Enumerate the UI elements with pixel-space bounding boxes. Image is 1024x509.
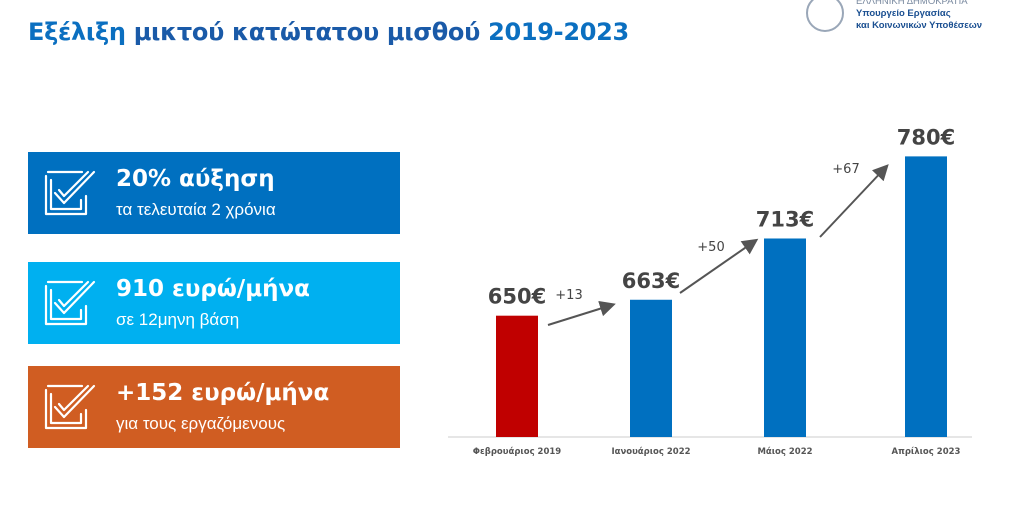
stat-subtext: για τους εργαζόμενους	[116, 414, 286, 433]
stat-card: 910 ευρώ/μήνα σε 12μηνη βάση	[28, 262, 400, 344]
increment-label: +67	[832, 162, 859, 177]
bar	[496, 315, 538, 437]
logo-line1: ΕΛΛΗΝΙΚΗ ΔΗΜΟΚΡΑΤΙΑ	[856, 0, 968, 7]
increment-label: +13	[555, 288, 582, 303]
greek-emblem-logo	[806, 0, 844, 32]
bar-value-label: 663€	[622, 269, 680, 293]
title-part2: μικτού κατώτατου μισθού	[125, 18, 489, 46]
page-title: Εξέλιξη μικτού κατώτατου μισθού 2019-202…	[28, 18, 629, 46]
x-tick-label: Φεβρουάριος 2019	[473, 447, 562, 457]
bar-value-label: 780€	[897, 125, 955, 149]
stat-headline: 20% αύξηση	[116, 166, 275, 192]
bar-value-label: 650€	[488, 285, 546, 309]
ministry-logo-text: ΕΛΛΗΝΙΚΗ ΔΗΜΟΚΡΑΤΙΑ Υπουργείο Εργασίας κ…	[856, 0, 982, 32]
logo-line3: και Κοινωνικών Υποθέσεων	[856, 20, 983, 31]
stat-subtext: σε 12μηνη βάση	[116, 310, 240, 329]
stat-subtext: τα τελευταία 2 χρόνια	[116, 200, 276, 219]
x-tick-label: Απρίλιος 2023	[892, 446, 961, 457]
stat-card: +152 ευρώ/μήνα για τους εργαζόμενους	[28, 366, 400, 448]
stat-headline: 910 ευρώ/μήνα	[116, 276, 310, 302]
checkbox-check-icon	[42, 276, 100, 330]
increment-label: +50	[697, 240, 724, 255]
bar	[905, 156, 947, 437]
x-tick-label: Μάιος 2022	[757, 447, 812, 457]
x-tick-label: Ιανουάριος 2022	[611, 447, 690, 457]
checkbox-check-icon	[42, 380, 100, 434]
bar	[764, 238, 806, 437]
stat-card: 20% αύξηση τα τελευταία 2 χρόνια	[28, 152, 400, 234]
checkbox-check-icon	[42, 166, 100, 220]
increase-arrow	[679, 238, 759, 294]
logo-line2: Υπουργείο Εργασίας	[856, 8, 951, 19]
increase-arrow	[819, 164, 889, 238]
bar-value-label: 713€	[756, 207, 814, 231]
bar	[630, 299, 672, 437]
title-part1: Εξέλιξη	[28, 18, 126, 46]
stat-headline: +152 ευρώ/μήνα	[116, 380, 330, 406]
title-part3: 2019-2023	[488, 18, 629, 46]
increase-arrow	[547, 300, 616, 326]
